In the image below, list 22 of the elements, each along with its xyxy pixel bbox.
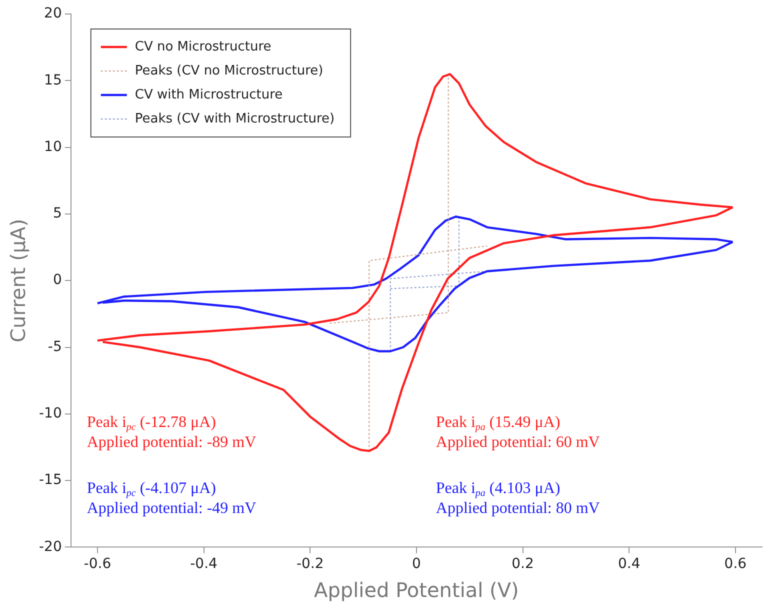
y-tick-label: 15	[44, 72, 62, 88]
legend-label: CV no Microstructure	[134, 39, 272, 54]
y-axis-title: Current (μA)	[6, 218, 30, 342]
legend-label: Peaks (CV no Microstructure)	[134, 63, 324, 78]
x-tick-label: -0.4	[190, 556, 218, 572]
x-tick-label: 0.2	[512, 556, 534, 572]
x-axis-title: Applied Potential (V)	[314, 578, 519, 602]
y-tick-label: -5	[48, 338, 62, 355]
x-tick-label: 0.4	[618, 556, 640, 572]
y-tick-label: 5	[52, 206, 62, 222]
x-tick-label: 0	[412, 556, 421, 572]
legend-label: CV with Microstructure	[134, 87, 283, 102]
x-tick-label: -0.2	[296, 556, 324, 572]
y-tick-label: 0	[52, 272, 62, 288]
y-tick-label: 20	[44, 6, 62, 22]
legend-label: Peaks (CV with Microstructure)	[134, 111, 335, 126]
x-tick-label: -0.6	[84, 556, 112, 572]
x-tick-label: 0.6	[724, 556, 747, 572]
y-tick-label: -20	[38, 538, 62, 555]
y-tick-label: 10	[44, 138, 62, 155]
y-tick-label: -15	[38, 472, 62, 488]
y-tick-label: -10	[38, 406, 62, 422]
